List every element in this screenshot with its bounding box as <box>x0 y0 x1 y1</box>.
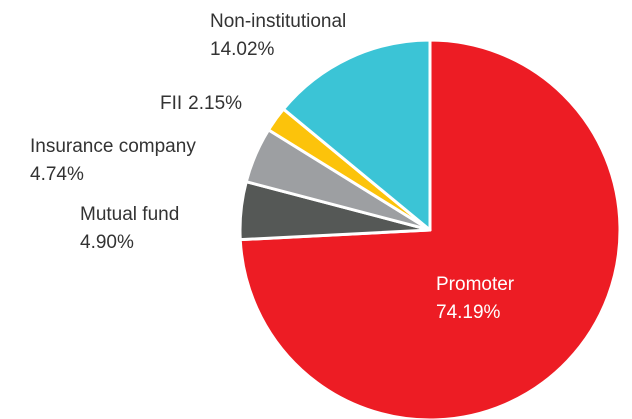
slice-label: FII 2.15% <box>160 93 242 114</box>
slice-value: 74.19% <box>436 302 501 323</box>
slice-name: Insurance company <box>30 136 196 157</box>
slice-name: Mutual fund <box>80 204 179 225</box>
slice-value: 2.15% <box>188 93 242 114</box>
slice-name: FII <box>160 93 182 114</box>
pie-slice <box>281 38 432 232</box>
slice-name: Promoter <box>436 274 515 295</box>
slice-value: 4.74% <box>30 164 84 185</box>
slice-name: Non-institutional <box>210 11 346 32</box>
slice-value: 14.02% <box>210 39 275 60</box>
slice-value: 4.90% <box>80 232 134 253</box>
